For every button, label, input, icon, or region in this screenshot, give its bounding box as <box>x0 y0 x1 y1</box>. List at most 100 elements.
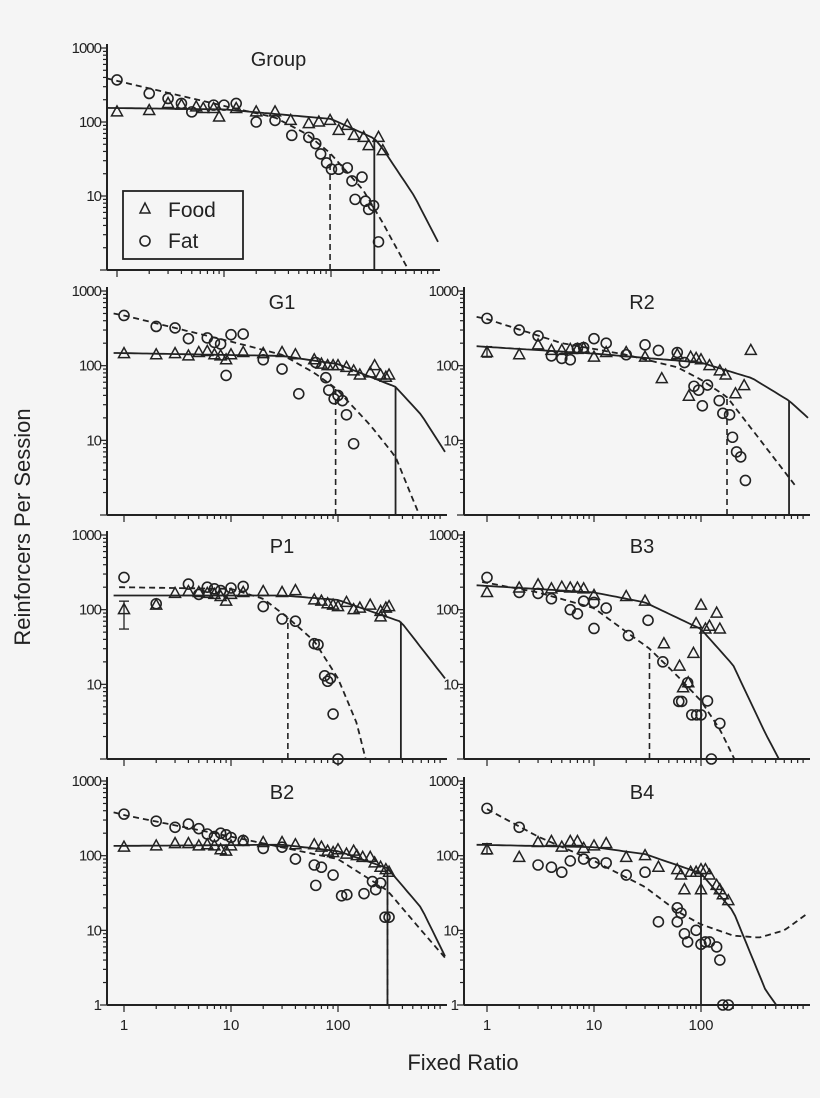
food-point <box>728 386 743 399</box>
fat-point <box>327 869 339 881</box>
fat-point <box>739 474 752 487</box>
fat-point <box>513 821 526 834</box>
fat-point <box>225 328 237 341</box>
food-point <box>702 867 717 880</box>
food-point <box>709 605 724 618</box>
food-point <box>200 837 215 850</box>
food-point <box>570 580 585 593</box>
food-point <box>224 347 238 360</box>
food-point <box>350 848 364 861</box>
food-point <box>363 597 377 610</box>
food-point <box>340 117 355 131</box>
food-point <box>207 347 222 360</box>
fat-point <box>356 171 368 183</box>
x-tick-label: 100 <box>688 1017 713 1034</box>
food-point <box>480 842 494 855</box>
food-point <box>356 129 371 143</box>
food-point <box>192 838 206 851</box>
y-tick-label: 100 <box>436 358 459 375</box>
panel-g1: 1000 100 10 G1 <box>72 283 447 522</box>
y-tick-label: 1 <box>451 997 459 1014</box>
food-point <box>512 849 526 863</box>
y-tick-label: 100 <box>79 358 102 375</box>
fat-point <box>257 842 270 855</box>
food-point <box>563 833 578 847</box>
fat-point <box>324 672 337 685</box>
fat-point <box>545 350 558 362</box>
fat-point <box>347 437 360 450</box>
food-point <box>672 658 687 671</box>
food-point <box>716 887 730 900</box>
y-tick-label: 10 <box>443 676 458 693</box>
y-tick-label: 10 <box>443 922 458 939</box>
fat-point <box>169 821 181 834</box>
fat-point <box>481 802 493 815</box>
food-point <box>544 342 559 356</box>
y-tick-label: 10 <box>86 676 101 693</box>
fat-point <box>564 855 577 867</box>
food-point <box>480 584 494 598</box>
x-tick-label: 100 <box>325 1017 350 1034</box>
food-point <box>587 587 601 601</box>
food-point <box>117 602 131 615</box>
fat-point <box>320 371 332 384</box>
fat-point <box>588 596 600 609</box>
fat-point <box>675 695 688 708</box>
x-tick-label: 10 <box>586 1017 603 1034</box>
fat-point <box>349 193 361 206</box>
fat-point <box>335 890 348 902</box>
fat-point <box>710 941 723 953</box>
fat-point <box>652 344 665 357</box>
food-point <box>275 344 289 358</box>
fat-point <box>532 330 544 342</box>
food-point <box>110 104 124 117</box>
food-point <box>638 593 652 606</box>
food-point <box>249 104 263 117</box>
food-point <box>382 599 396 612</box>
fat-point <box>696 400 709 412</box>
fat-point <box>332 163 345 176</box>
food-point <box>373 367 388 380</box>
fat-point <box>717 999 729 1011</box>
food-point <box>563 341 578 355</box>
food-point <box>206 100 221 114</box>
food-point <box>213 348 228 361</box>
fat-point <box>230 97 242 110</box>
y-tick-label: 100 <box>79 848 102 865</box>
food-point <box>702 618 717 631</box>
legend-circle-icon <box>139 235 151 247</box>
food-point <box>379 862 393 875</box>
fat-point <box>111 74 123 86</box>
food-point <box>657 636 671 649</box>
food-point <box>367 855 382 868</box>
food-point <box>555 342 569 356</box>
food-point <box>219 593 233 606</box>
food-point <box>117 346 131 359</box>
fat-point <box>600 602 612 614</box>
fat-fit-curve <box>113 811 446 959</box>
fat-point <box>143 87 156 100</box>
fat-point <box>192 822 205 835</box>
fat-point <box>690 924 702 937</box>
fat-point <box>341 162 354 174</box>
food-point <box>212 109 226 122</box>
food-point <box>149 597 163 610</box>
food-point <box>288 837 303 850</box>
food-point <box>200 585 215 599</box>
food-point <box>379 600 393 613</box>
legend-triangle-icon <box>138 201 152 214</box>
y-tick-label: 1000 <box>72 773 102 790</box>
y-tick-label: 100 <box>79 602 102 619</box>
fat-point <box>185 106 198 118</box>
y-tick-label: 1000 <box>429 283 459 300</box>
food-point <box>236 344 250 358</box>
food-point <box>312 114 326 127</box>
panel-b3: 1000 100 10 B3 <box>429 527 810 766</box>
food-point <box>207 586 222 600</box>
fat-point <box>314 148 327 160</box>
fat-point <box>678 356 691 369</box>
panel-title: B4 <box>630 782 654 804</box>
food-point <box>256 346 270 359</box>
food-point <box>224 838 238 851</box>
fat-point <box>513 324 526 336</box>
